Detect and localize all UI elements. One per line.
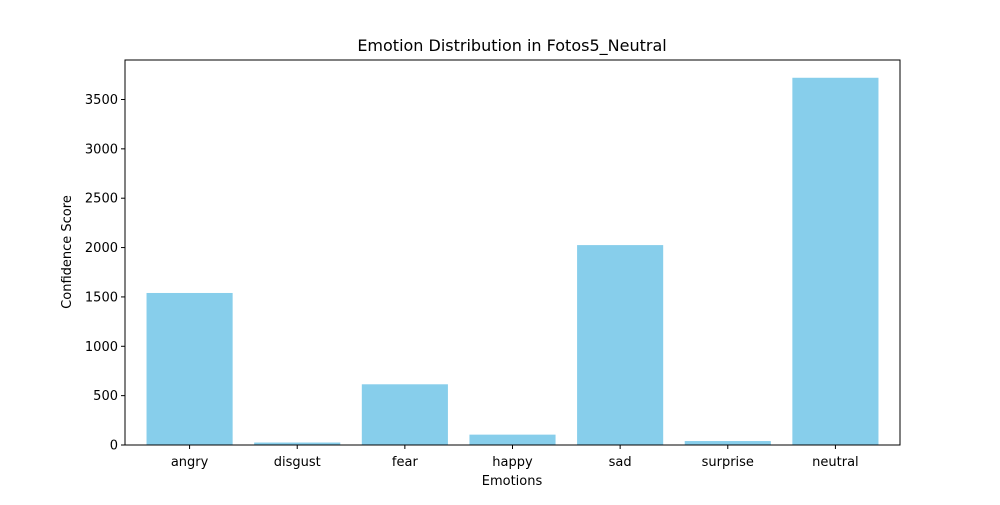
x-tick-label-disgust: disgust	[274, 455, 321, 470]
bar-angry	[146, 292, 233, 445]
y-axis-label: Confidence Score	[60, 195, 75, 309]
x-axis: angry disgust fear happy sad surprise neutral	[171, 445, 859, 470]
plot-frame	[124, 59, 901, 446]
x-tick-label-angry: angry	[171, 455, 209, 470]
y-tick-label-500: 500	[93, 389, 118, 404]
x-tick-label-neutral: neutral	[812, 455, 859, 470]
y-tick-label-3500: 3500	[85, 93, 118, 108]
x-tick-label-sad: sad	[609, 455, 632, 470]
y-tick-label-3000: 3000	[85, 142, 118, 157]
x-tick-label-fear: fear	[392, 455, 419, 470]
x-axis-label: Emotions	[482, 474, 543, 489]
bar-fear	[361, 384, 448, 445]
y-tick-label-1500: 1500	[85, 290, 118, 305]
x-tick-label-surprise: surprise	[702, 455, 754, 470]
chart-title: Emotion Distribution in Fotos5_Neutral	[357, 36, 666, 56]
bars-group	[146, 77, 879, 446]
bar-sad	[577, 245, 664, 445]
y-tick-label-0: 0	[110, 439, 118, 454]
bar-disgust	[254, 442, 341, 445]
bar-surprise	[684, 441, 771, 445]
y-axis: 0 500 1000 1500 2000 2500 3000 3500	[85, 93, 125, 454]
bar-neutral	[792, 77, 879, 446]
y-tick-label-2500: 2500	[85, 192, 118, 207]
bar-happy	[469, 434, 556, 445]
x-tick-label-happy: happy	[492, 455, 533, 470]
y-tick-label-2000: 2000	[85, 241, 118, 256]
y-tick-label-1000: 1000	[85, 340, 118, 355]
